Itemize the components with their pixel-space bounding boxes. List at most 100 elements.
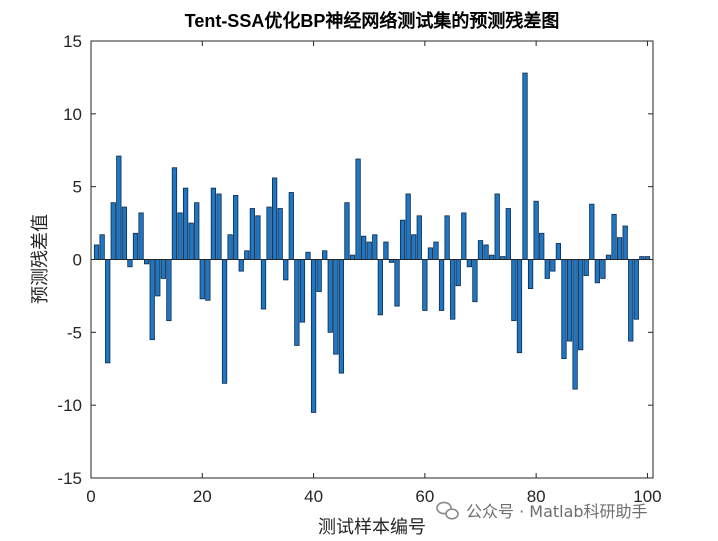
bar-sample-71 [483, 244, 489, 260]
bar-sample-3 [105, 259, 111, 364]
bar-sample-93 [605, 254, 612, 260]
bar-sample-90 [589, 203, 595, 260]
bar-sample-56 [399, 219, 406, 260]
bar-sample-53 [383, 241, 389, 260]
bar-sample-89 [583, 259, 589, 276]
bar-sample-32 [266, 206, 272, 260]
x-tick-label: 60 [415, 487, 434, 506]
bar-sample-38 [299, 259, 306, 323]
x-tick-label: 100 [633, 487, 661, 506]
ticks-group: 0 20 40 60 80 100 -15 -10 -5 0 5 10 15 [57, 32, 661, 506]
bar-sample-50 [366, 241, 372, 260]
bar-sample-25 [227, 234, 233, 260]
bar-sample-30 [255, 215, 261, 260]
y-tick-label: 10 [63, 105, 82, 124]
bar-sample-72 [489, 254, 495, 260]
bar-sample-81 [539, 232, 545, 260]
bar-sample-55 [394, 259, 400, 307]
bar-sample-15 [171, 167, 178, 260]
bar-sample-68 [466, 259, 472, 268]
bar-sample-42 [322, 250, 328, 260]
bar-sample-18 [188, 222, 194, 260]
bar-sample-1 [93, 244, 100, 260]
bar-sample-92 [600, 259, 606, 279]
bar-sample-26 [233, 195, 239, 260]
bar-sample-11 [149, 259, 155, 341]
bar-sample-20 [199, 259, 205, 300]
watermark-text: 公众号 · Matlab科研助手 [466, 502, 648, 521]
bar-sample-97 [628, 259, 634, 342]
bar-sample-95 [616, 237, 623, 260]
bar-sample-60 [422, 259, 428, 311]
bar-sample-86 [566, 259, 573, 342]
bar-sample-96 [622, 225, 628, 260]
bar-sample-94 [611, 213, 617, 260]
bar-sample-37 [294, 259, 300, 346]
bar-sample-21 [205, 259, 211, 301]
bar-sample-63 [438, 259, 445, 311]
bar-sample-39 [305, 251, 311, 260]
bar-sample-78 [522, 72, 528, 260]
bar-sample-73 [494, 193, 500, 260]
bar-sample-45 [338, 259, 345, 374]
y-tick-label: 0 [73, 251, 82, 270]
bar-sample-31 [260, 259, 267, 310]
y-tick-label: -10 [57, 396, 82, 415]
bar-sample-9 [138, 212, 144, 260]
bar-sample-69 [472, 259, 478, 303]
bar-sample-33 [271, 177, 278, 260]
bar-sample-29 [249, 208, 255, 260]
bar-sample-77 [516, 259, 523, 354]
bar-sample-4 [110, 202, 116, 260]
bar-sample-2 [99, 234, 105, 260]
bar-sample-36 [288, 192, 294, 260]
bar-sample-98 [633, 259, 639, 320]
chart-title: Tent-SSA优化BP神经网络测试集的预测残差图 [185, 10, 560, 31]
bar-sample-87 [572, 259, 578, 390]
bar-sample-52 [377, 259, 383, 316]
y-tick-label: -15 [57, 469, 82, 488]
bar-sample-65 [450, 259, 456, 320]
bar-sample-7 [127, 259, 133, 268]
bar-sample-27 [238, 259, 244, 272]
x-tick-label: 80 [527, 487, 546, 506]
bar-sample-10 [144, 259, 150, 265]
bar-sample-5 [116, 155, 122, 260]
y-axis-label: 预测残差值 [30, 214, 51, 304]
bar-sample-62 [433, 241, 439, 260]
bar-sample-28 [244, 250, 250, 260]
bar-sample-13 [160, 259, 166, 279]
bar-sample-57 [405, 193, 411, 260]
bar-sample-40 [310, 259, 317, 413]
bar-sample-80 [533, 200, 539, 260]
bar-sample-35 [283, 259, 289, 281]
bar-sample-49 [361, 235, 367, 260]
bar-sample-24 [221, 259, 228, 384]
bar-sample-66 [455, 259, 461, 287]
bar-sample-84 [555, 243, 562, 260]
bar-sample-17 [182, 187, 189, 260]
bar-sample-70 [477, 240, 484, 260]
bar-sample-58 [411, 234, 417, 260]
wechat-icon [436, 499, 460, 523]
bar-sample-76 [511, 259, 517, 322]
bar-sample-67 [461, 212, 467, 260]
bar-sample-16 [177, 212, 183, 260]
bar-sample-12 [155, 259, 161, 297]
bar-sample-41 [316, 259, 322, 292]
x-tick-label: 20 [193, 487, 212, 506]
bar-sample-83 [550, 259, 556, 272]
bar-sample-91 [594, 259, 600, 284]
y-tick-label: 5 [73, 178, 82, 197]
x-tick-label: 40 [304, 487, 323, 506]
bar-sample-64 [444, 215, 450, 260]
bar-sample-34 [277, 208, 283, 260]
bar-sample-22 [210, 187, 217, 260]
y-tick-label: -5 [67, 323, 82, 342]
bar-sample-51 [372, 234, 378, 260]
bar-sample-88 [578, 259, 584, 351]
watermark: 公众号 · Matlab科研助手 [436, 499, 648, 523]
bar-sample-48 [355, 158, 361, 260]
bar-sample-79 [527, 259, 534, 290]
